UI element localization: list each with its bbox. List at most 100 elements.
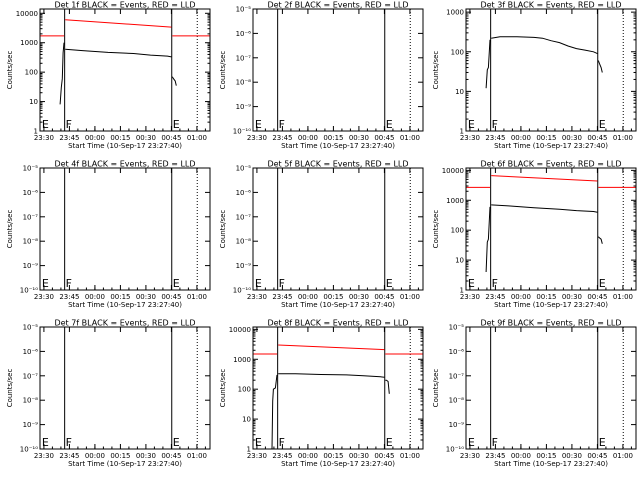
y-tick-label: 10⁻⁵ [23, 324, 39, 332]
y-tick-label: 10⁻⁵ [23, 165, 39, 173]
marker-e: E [173, 436, 180, 449]
events-line-1 [278, 373, 385, 378]
x-tick-label: 23:30 [460, 452, 480, 460]
plot-frame [39, 326, 211, 450]
x-tick-label: 00:45 [161, 134, 181, 142]
x-tick-label: 23:45 [59, 134, 79, 142]
marker-e: E [599, 436, 606, 449]
x-tick-label: 00:15 [110, 134, 130, 142]
x-tick-label: 00:00 [298, 293, 318, 301]
events-line-2 [385, 379, 390, 394]
series-group [40, 19, 210, 105]
y-tick-label: 10⁻⁶ [23, 348, 39, 356]
y-tick-label: 10 [29, 98, 38, 106]
plot-frame [465, 326, 637, 450]
x-tick-label: 23:45 [485, 452, 505, 460]
marker-f: F [492, 277, 498, 290]
events-line-1 [491, 36, 598, 55]
x-tick-label: 00:15 [323, 293, 343, 301]
events-line-0 [59, 42, 65, 105]
x-tick-label: 00:30 [562, 452, 582, 460]
events-line-0 [485, 206, 491, 273]
x-tick-label: 01:00 [613, 293, 633, 301]
y-tick-label: 10⁻⁶ [236, 189, 252, 197]
x-tick-label: 00:15 [536, 134, 556, 142]
y-tick-label: 10⁻⁸ [23, 397, 39, 405]
plot-frame [252, 8, 424, 132]
y-tick-label: 10 [242, 416, 251, 424]
y-tick-label: 1 [34, 128, 38, 136]
y-tick-label: 10⁻¹⁰ [20, 446, 38, 454]
x-tick-label: 00:15 [323, 134, 343, 142]
y-tick-label: 10⁻⁶ [23, 189, 39, 197]
y-tick-label: 10000 [229, 326, 251, 334]
x-tick-label: 00:45 [374, 134, 394, 142]
y-tick-label: 1000 [446, 9, 464, 17]
y-axis-label: Counts/sec [432, 51, 440, 90]
x-tick-label: 00:45 [587, 452, 607, 460]
y-axis-label: Counts/sec [219, 369, 227, 408]
x-tick-label: 00:45 [374, 452, 394, 460]
panel-det-4: Det 4f BLACK = Events, RED = LLD 10⁻¹⁰ 10⁻… [6, 160, 211, 309]
y-tick-label: 10⁻¹⁰ [233, 128, 251, 136]
x-tick-label: 00:30 [349, 293, 369, 301]
y-tick-label: 10000 [442, 167, 464, 175]
y-axis-label: Counts/sec [219, 51, 227, 90]
y-axis-label: Counts/sec [6, 369, 14, 408]
events-line-0 [485, 39, 491, 89]
x-tick-label: 00:15 [110, 293, 130, 301]
x-tick-label: 23:30 [247, 293, 267, 301]
marker-e: E [173, 118, 180, 131]
y-tick-label: 1 [460, 128, 464, 136]
x-tick-label: 23:30 [460, 134, 480, 142]
marker-e: E [468, 277, 475, 290]
marker-f: F [492, 436, 498, 449]
x-tick-label: 23:30 [460, 293, 480, 301]
lld-line-1 [491, 175, 598, 182]
x-tick-label: 00:00 [511, 134, 531, 142]
x-tick-label: 23:45 [272, 452, 292, 460]
panel-title: Det 7f BLACK = Events, RED = LLD [54, 319, 195, 328]
y-tick-label: 10⁻¹⁰ [446, 446, 464, 454]
y-tick-label: 10⁻⁵ [449, 324, 465, 332]
y-tick-label: 10⁻⁸ [236, 79, 252, 87]
panel-det-1: Det 1f BLACK = Events, RED = LLD 1 10 100 10… [6, 1, 211, 150]
x-tick-label: 23:30 [247, 134, 267, 142]
plot-frame [465, 8, 637, 132]
marker-e: E [255, 277, 262, 290]
y-tick-label: 10⁻⁹ [236, 103, 252, 111]
x-tick-label: 00:45 [161, 293, 181, 301]
x-tick-label: 00:00 [511, 293, 531, 301]
y-axis-label: Counts/sec [219, 210, 227, 249]
marker-e: E [599, 277, 606, 290]
lld-line-1 [65, 19, 172, 28]
panel-det-3: Det 3f BLACK = Events, RED = LLD 1 10 100 10… [432, 1, 637, 150]
marker-f: F [66, 118, 72, 131]
x-tick-label: 01:00 [187, 134, 207, 142]
x-tick-label: 23:30 [34, 452, 54, 460]
panel-det-6: Det 6f BLACK = Events, RED = LLD 1 10 100 10… [432, 160, 637, 309]
x-axis-label: Start Time (10-Sep-17 23:27:40) [281, 142, 395, 150]
marker-f: F [279, 118, 285, 131]
x-tick-label: 00:15 [536, 293, 556, 301]
x-tick-label: 00:30 [349, 452, 369, 460]
marker-e: E [386, 277, 393, 290]
y-axis-label: Counts/sec [6, 210, 14, 249]
x-axis-label: Start Time (10-Sep-17 23:27:40) [281, 301, 395, 309]
y-tick-label: 1 [460, 287, 464, 295]
plot-frame [252, 167, 424, 291]
events-line-2 [171, 76, 177, 86]
plot-frame [252, 326, 424, 450]
y-tick-label: 10⁻¹⁰ [20, 287, 38, 295]
y-tick-label: 10⁻⁵ [236, 6, 252, 14]
y-tick-label: 10⁻⁷ [23, 213, 39, 221]
y-tick-label: 10⁻⁷ [23, 372, 39, 380]
y-tick-label: 100 [451, 48, 464, 56]
series-group [466, 175, 636, 273]
x-tick-label: 00:15 [110, 452, 130, 460]
marker-e: E [42, 436, 49, 449]
events-line-1 [65, 48, 172, 58]
x-tick-label: 01:00 [613, 452, 633, 460]
x-axis-label: Start Time (10-Sep-17 23:27:40) [68, 460, 182, 468]
